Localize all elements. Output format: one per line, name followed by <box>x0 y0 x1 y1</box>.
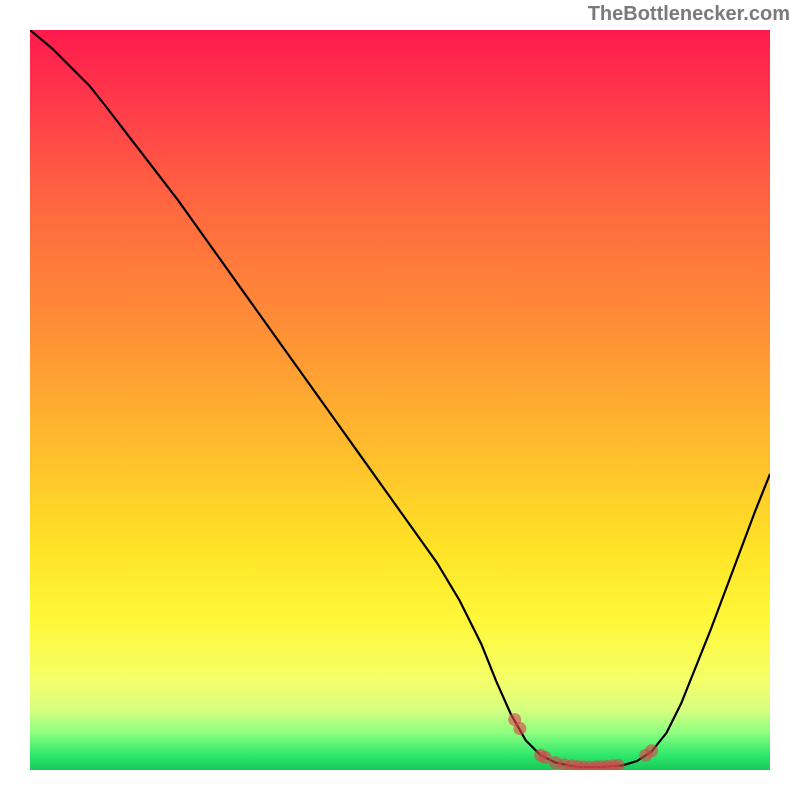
chart-container: TheBottlenecker.com <box>0 0 800 800</box>
plot-area <box>30 30 770 770</box>
marker-dot <box>513 722 526 735</box>
marker-dot <box>645 744 658 757</box>
chart-svg <box>30 30 770 770</box>
gradient-background <box>30 30 770 770</box>
watermark-text: TheBottlenecker.com <box>588 3 790 26</box>
